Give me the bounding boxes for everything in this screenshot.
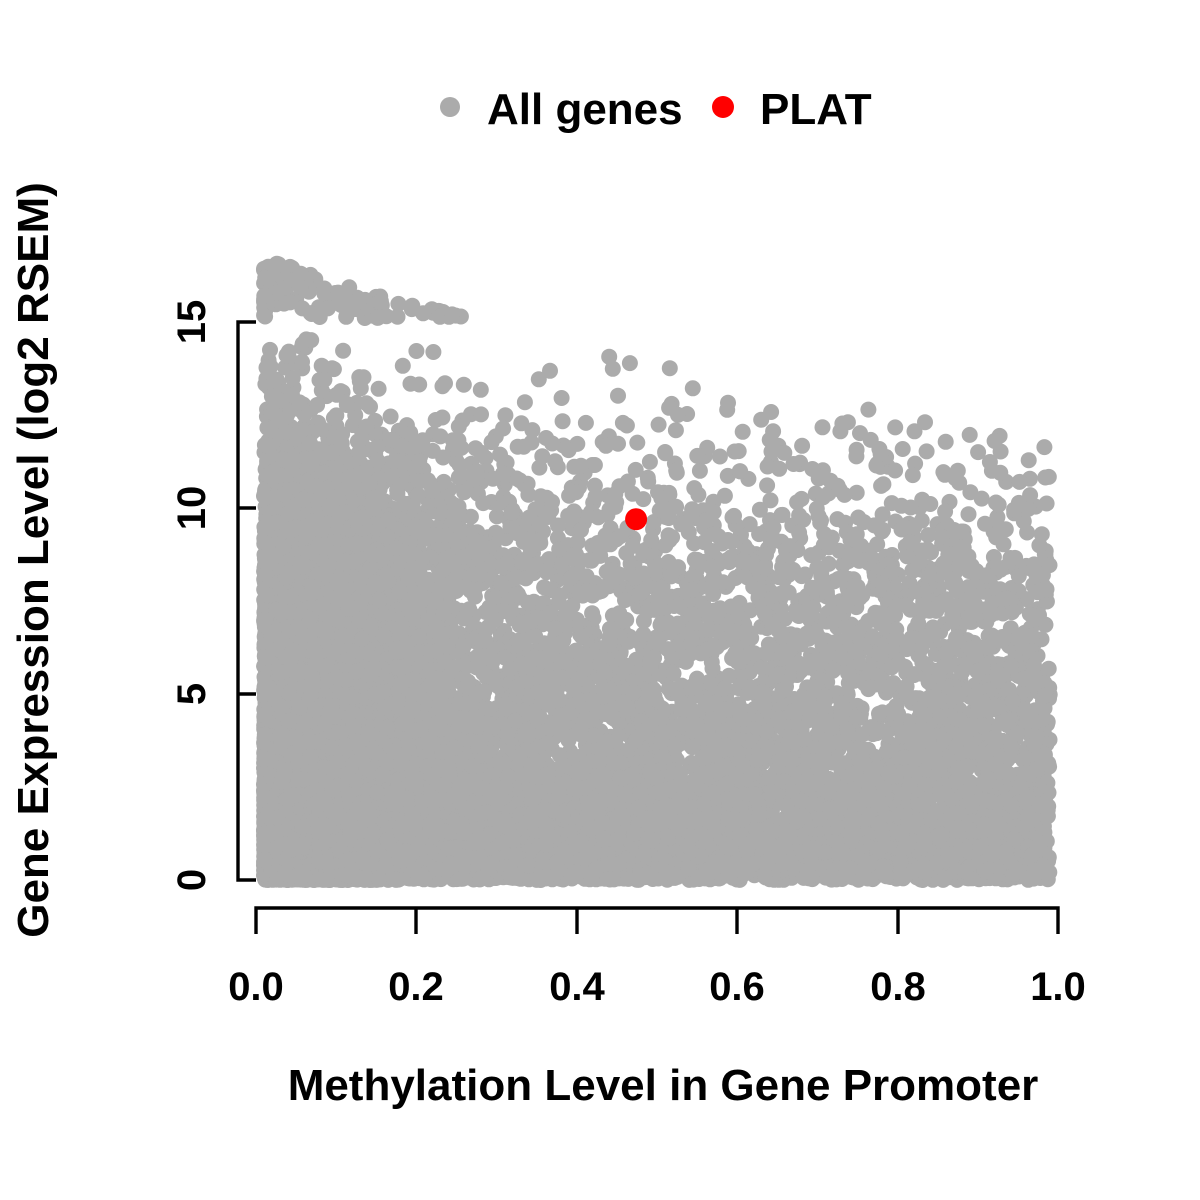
x-axis-title: Methylation Level in Gene Promoter (288, 1061, 1039, 1110)
y-tick-label-0: 0 (170, 869, 214, 891)
legend: All genes PLAT (440, 85, 872, 134)
x-tick-label-0-4: 0.4 (549, 965, 605, 1009)
plat-highlight-layer[interactable] (625, 508, 648, 531)
y-tick-label-15: 15 (170, 300, 214, 345)
legend-label-all-genes: All genes (487, 85, 683, 134)
y-axis (236, 320, 256, 882)
y-axis-line (236, 320, 256, 882)
x-tick-labels: 0.0 0.2 0.4 0.6 0.8 1.0 (228, 965, 1086, 1009)
y-tick-labels: 0 5 10 15 (170, 300, 214, 891)
y-tick-label-5: 5 (170, 683, 214, 705)
red-dot-icon (712, 96, 734, 118)
x-tick-label-0-0: 0.0 (228, 965, 284, 1009)
x-tick-label-0-6: 0.6 (709, 965, 765, 1009)
x-axis-line (254, 906, 1060, 934)
x-tick-label-0-8: 0.8 (870, 965, 926, 1009)
y-axis-title: Gene Expression Level (log2 RSEM) (9, 182, 58, 938)
x-tick-label-1-0: 1.0 (1030, 965, 1086, 1009)
plat-data-point[interactable] (625, 508, 648, 531)
y-tick-label-10: 10 (170, 486, 214, 531)
x-tick-label-0-2: 0.2 (388, 965, 444, 1009)
x-axis (254, 906, 1060, 934)
legend-label-plat: PLAT (760, 85, 872, 134)
gray-dot-icon (440, 97, 460, 117)
all-genes-scatter-layer (256, 255, 1058, 888)
